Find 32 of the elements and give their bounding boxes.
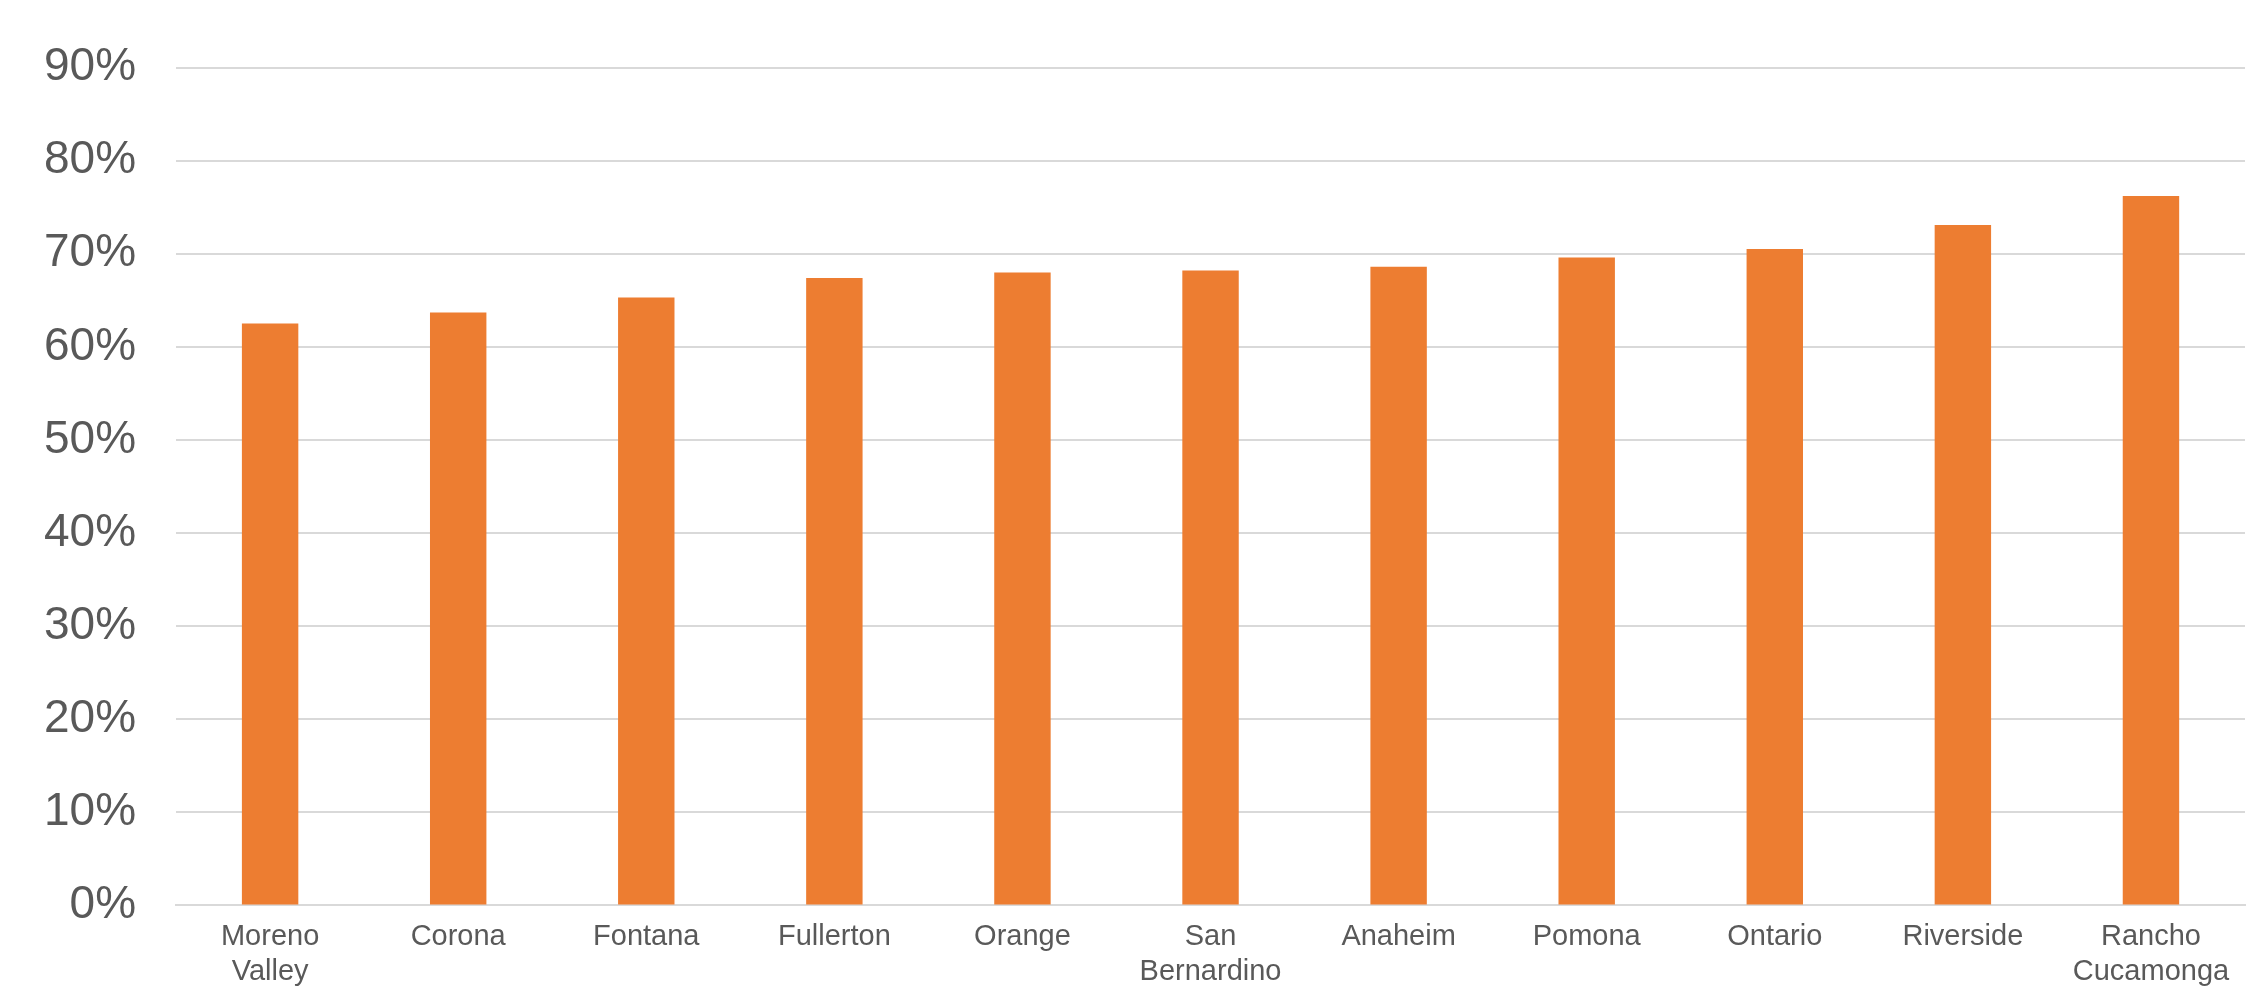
bar xyxy=(1934,224,1992,905)
x-tick-label: Fontana xyxy=(593,918,701,951)
x-tick-label: Moreno Valley xyxy=(220,918,320,986)
y-tick-label: 60% xyxy=(43,317,137,370)
bar xyxy=(241,323,299,905)
y-tick-label: 50% xyxy=(43,410,137,463)
x-tick-label: Corona xyxy=(410,918,507,951)
x-tick-label: Rancho Cucamonga xyxy=(2072,918,2231,986)
y-tick-label: 20% xyxy=(43,689,137,742)
x-tick-label: Riverside xyxy=(1902,918,2024,951)
bar xyxy=(618,297,675,905)
y-tick-label: 10% xyxy=(43,783,137,835)
bar xyxy=(429,312,487,905)
y-tick-label: 40% xyxy=(43,503,137,556)
bar xyxy=(1558,257,1615,905)
bar xyxy=(806,277,863,905)
y-tick-label: 80% xyxy=(43,131,137,184)
y-tick-label: 0% xyxy=(69,876,137,929)
y-tick-label: 30% xyxy=(43,596,137,649)
x-tick-label: San Bernardino xyxy=(1139,918,1282,986)
bar xyxy=(1370,266,1427,905)
x-tick-label: Fullerton xyxy=(777,918,891,951)
bar xyxy=(1182,270,1239,905)
x-tick-label: Pomona xyxy=(1532,918,1642,951)
x-tick-label: Anaheim xyxy=(1341,918,1456,951)
y-tick-label: 90% xyxy=(43,38,137,91)
bar xyxy=(1746,249,1803,905)
y-tick-label: 70% xyxy=(43,224,137,277)
bar xyxy=(994,272,1051,905)
x-tick-label: Orange xyxy=(974,918,1071,951)
x-tick-label: Ontario xyxy=(1727,918,1823,951)
bar xyxy=(2122,196,2180,905)
